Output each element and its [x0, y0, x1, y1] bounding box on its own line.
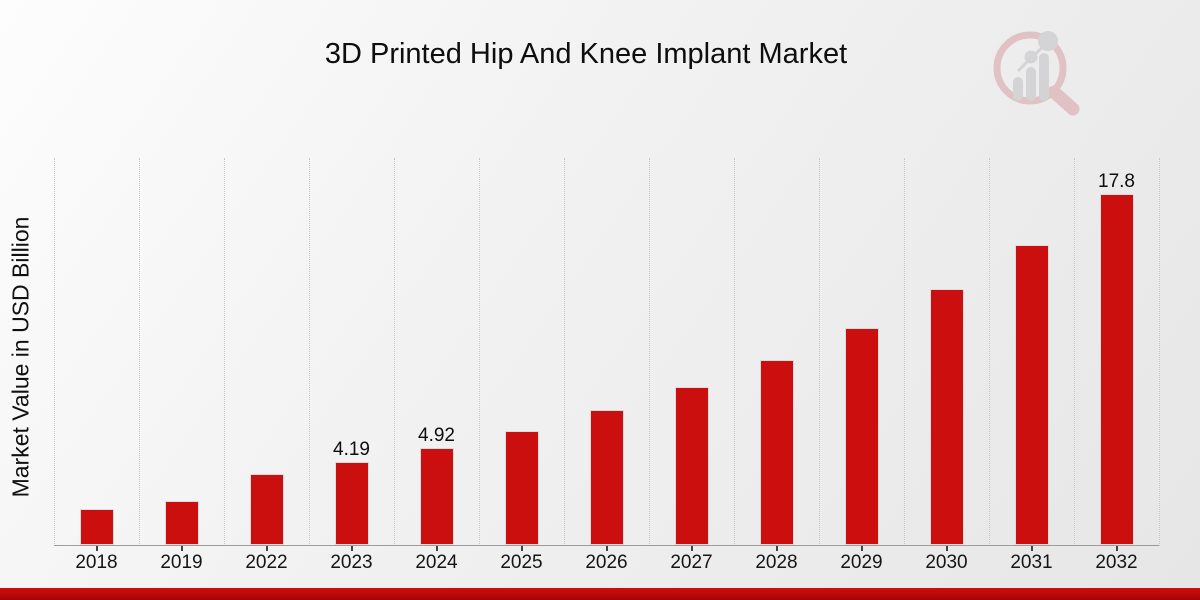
x-tick-label-2023: 2023: [330, 552, 373, 573]
x-tick: [350, 546, 353, 551]
gridline: [1159, 158, 1160, 546]
x-tick: [945, 546, 948, 551]
gridline: [1074, 158, 1075, 546]
chart-title: 3D Printed Hip And Knee Implant Market: [324, 38, 848, 70]
x-tick: [1030, 546, 1033, 551]
bar-value-label-2032: 17.8: [1098, 170, 1135, 192]
gridline: [649, 158, 650, 546]
x-tick: [95, 546, 98, 551]
x-tick: [520, 546, 523, 551]
x-tick-label-2030: 2030: [925, 552, 968, 573]
bar-2029: [844, 328, 879, 545]
x-tick: [605, 546, 608, 551]
x-tick-label-2027: 2027: [670, 552, 713, 573]
bar-2022: [249, 474, 284, 545]
x-tick-label-2026: 2026: [585, 552, 628, 573]
bar-2026: [589, 409, 624, 545]
x-tick: [1115, 546, 1118, 551]
bar-2032: [1099, 193, 1134, 545]
footer-red-band: [0, 588, 1200, 600]
x-tick-label-2019: 2019: [160, 552, 203, 573]
gridline: [54, 158, 55, 546]
x-tick-label-2022: 2022: [245, 552, 288, 573]
bar-2024: [419, 447, 454, 545]
x-tick-label-2025: 2025: [500, 552, 543, 573]
x-tick: [180, 546, 183, 551]
x-tick: [775, 546, 778, 551]
gridline: [224, 158, 225, 546]
gridline: [479, 158, 480, 546]
magnifier-bar-chart-logo-icon: [993, 31, 1080, 116]
x-tick-label-2028: 2028: [755, 552, 798, 573]
gridline: [564, 158, 565, 546]
x-tick-label-2029: 2029: [840, 552, 883, 573]
x-tick: [265, 546, 268, 551]
x-tick: [690, 546, 693, 551]
x-tick: [860, 546, 863, 551]
gridline: [139, 158, 140, 546]
gridline: [309, 158, 310, 546]
x-tick: [435, 546, 438, 551]
gridline: [394, 158, 395, 546]
gridline: [819, 158, 820, 546]
x-tick-label-2031: 2031: [1010, 552, 1053, 573]
gridline: [734, 158, 735, 546]
bar-2023: [334, 462, 369, 545]
x-tick-label-2018: 2018: [75, 552, 118, 573]
y-axis-label: Market Value in USD Billion: [7, 216, 34, 498]
bar-value-label-2024: 4.92: [418, 424, 455, 446]
x-axis-line: [54, 545, 1159, 546]
bar-2028: [759, 360, 794, 545]
bar-2031: [1014, 245, 1049, 545]
gridline: [904, 158, 905, 546]
bar-2019: [164, 501, 199, 545]
x-tick-label-2024: 2024: [415, 552, 458, 573]
bar-2025: [504, 431, 539, 545]
bar-value-label-2023: 4.19: [333, 439, 370, 461]
gridline: [989, 158, 990, 546]
bar-2027: [674, 387, 709, 545]
x-tick-label-2032: 2032: [1095, 552, 1138, 573]
bar-2018: [79, 508, 114, 545]
bar-2030: [929, 288, 964, 545]
